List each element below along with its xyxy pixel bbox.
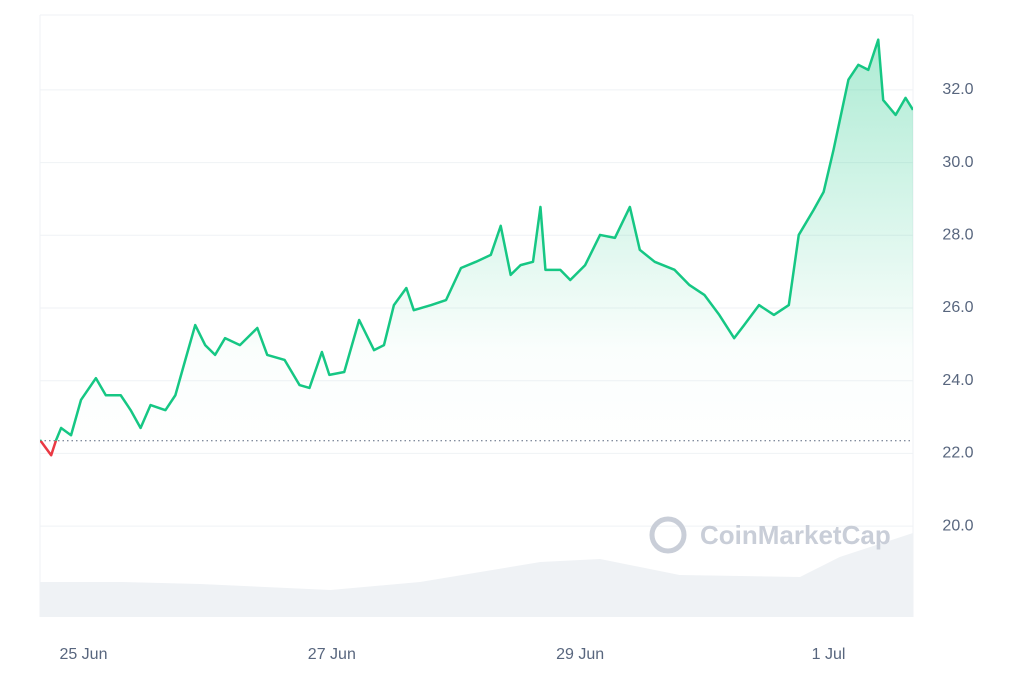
y-tick-label: 24.0 — [942, 372, 973, 389]
y-tick-label: 20.0 — [942, 517, 973, 534]
y-tick-label: 26.0 — [942, 299, 973, 316]
y-tick-label: 30.0 — [942, 154, 973, 171]
watermark-text: CoinMarketCap — [700, 520, 891, 550]
price-line — [40, 38, 913, 441]
y-tick-label: 22.0 — [942, 445, 973, 462]
y-tick-label: 32.0 — [942, 81, 973, 98]
price-area — [40, 39, 913, 441]
volume-area — [40, 533, 913, 617]
x-tick-label: 25 Jun — [59, 646, 107, 663]
x-tick-label: 27 Jun — [308, 646, 356, 663]
y-tick-label: 28.0 — [942, 227, 973, 244]
x-tick-label: 29 Jun — [556, 646, 604, 663]
watermark-logo — [649, 516, 687, 554]
watermark: CoinMarketCap — [649, 516, 891, 554]
x-tick-label: 1 Jul — [812, 646, 846, 663]
